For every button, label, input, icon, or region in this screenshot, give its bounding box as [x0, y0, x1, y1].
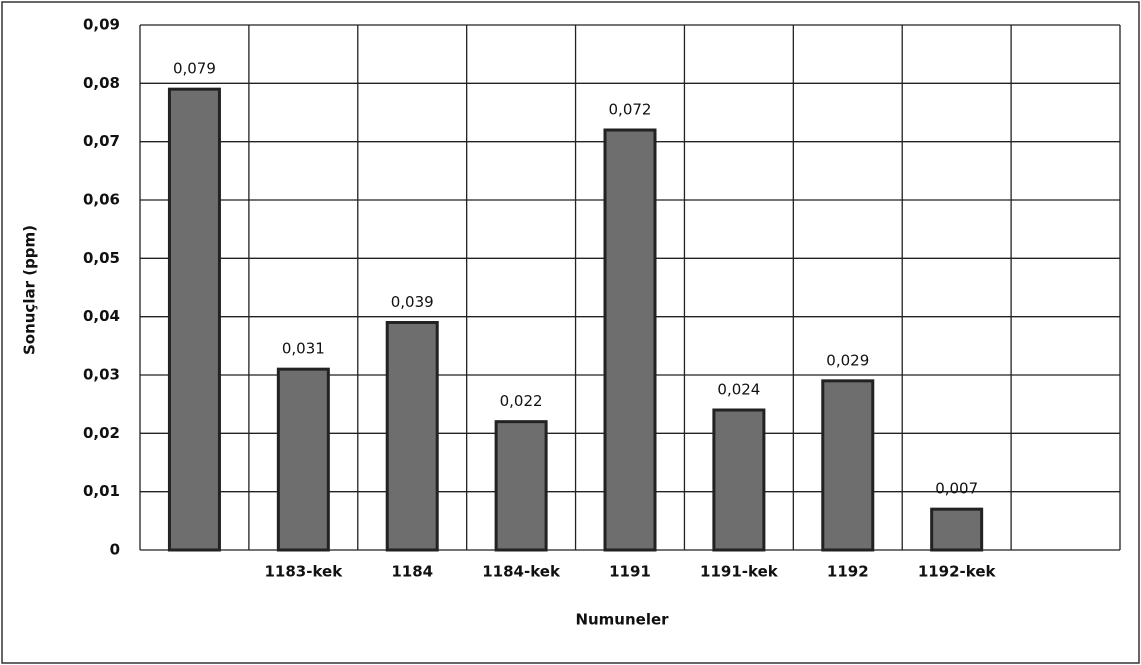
x-tick-label: 1184 [391, 563, 433, 581]
x-tick-label: 1192 [827, 563, 869, 581]
y-tick-label: 0,08 [83, 74, 120, 92]
y-tick-label: 0,09 [83, 16, 120, 34]
bar [712, 408, 766, 552]
x-axis-title: Numuneler [575, 611, 669, 629]
x-tick-label: 1192-kek [918, 563, 997, 581]
data-label: 0,031 [282, 340, 325, 358]
data-label: 0,072 [609, 101, 652, 119]
bar [930, 507, 984, 552]
bar [385, 321, 439, 552]
y-tick-label: 0,05 [83, 249, 120, 267]
x-tick-label: 1184-kek [482, 563, 561, 581]
y-tick-label: 0 [110, 541, 120, 559]
data-label: 0,022 [500, 392, 543, 410]
data-label: 0,007 [935, 480, 978, 498]
y-tick-label: 0,07 [83, 132, 120, 150]
y-tick-label: 0,02 [83, 424, 120, 442]
x-tick-label: 1191-kek [700, 563, 779, 581]
y-tick-label: 0,06 [83, 191, 120, 209]
x-tick-label: 1183-kek [264, 563, 343, 581]
bar [603, 128, 657, 552]
data-label: 0,024 [717, 381, 760, 399]
data-label: 0,039 [391, 293, 434, 311]
y-tick-label: 0,04 [83, 307, 120, 325]
y-tick-label: 0,01 [83, 482, 120, 500]
data-label: 0,079 [173, 60, 216, 78]
y-tick-label: 0,03 [83, 366, 120, 384]
bar [821, 379, 875, 552]
x-tick-label: 1191 [609, 563, 651, 581]
data-label: 0,029 [826, 351, 869, 369]
bar [494, 420, 548, 552]
bar [167, 87, 221, 552]
bar [276, 367, 330, 552]
y-axis-title: Sonuçlar (ppm) [21, 225, 39, 355]
